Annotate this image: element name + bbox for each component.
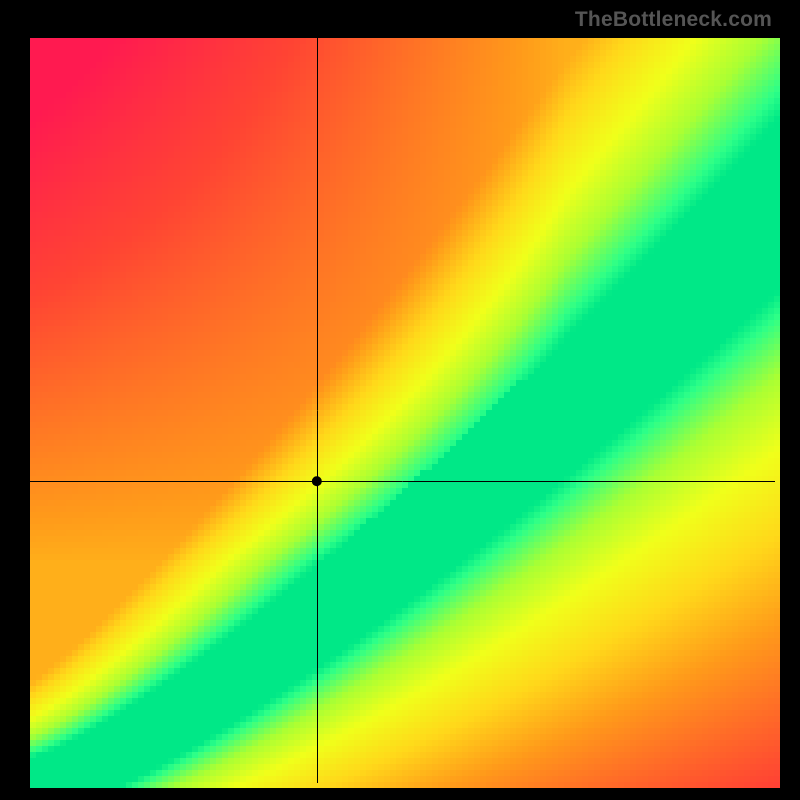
bottleneck-heatmap (0, 0, 800, 800)
watermark-text: TheBottleneck.com (575, 8, 772, 32)
